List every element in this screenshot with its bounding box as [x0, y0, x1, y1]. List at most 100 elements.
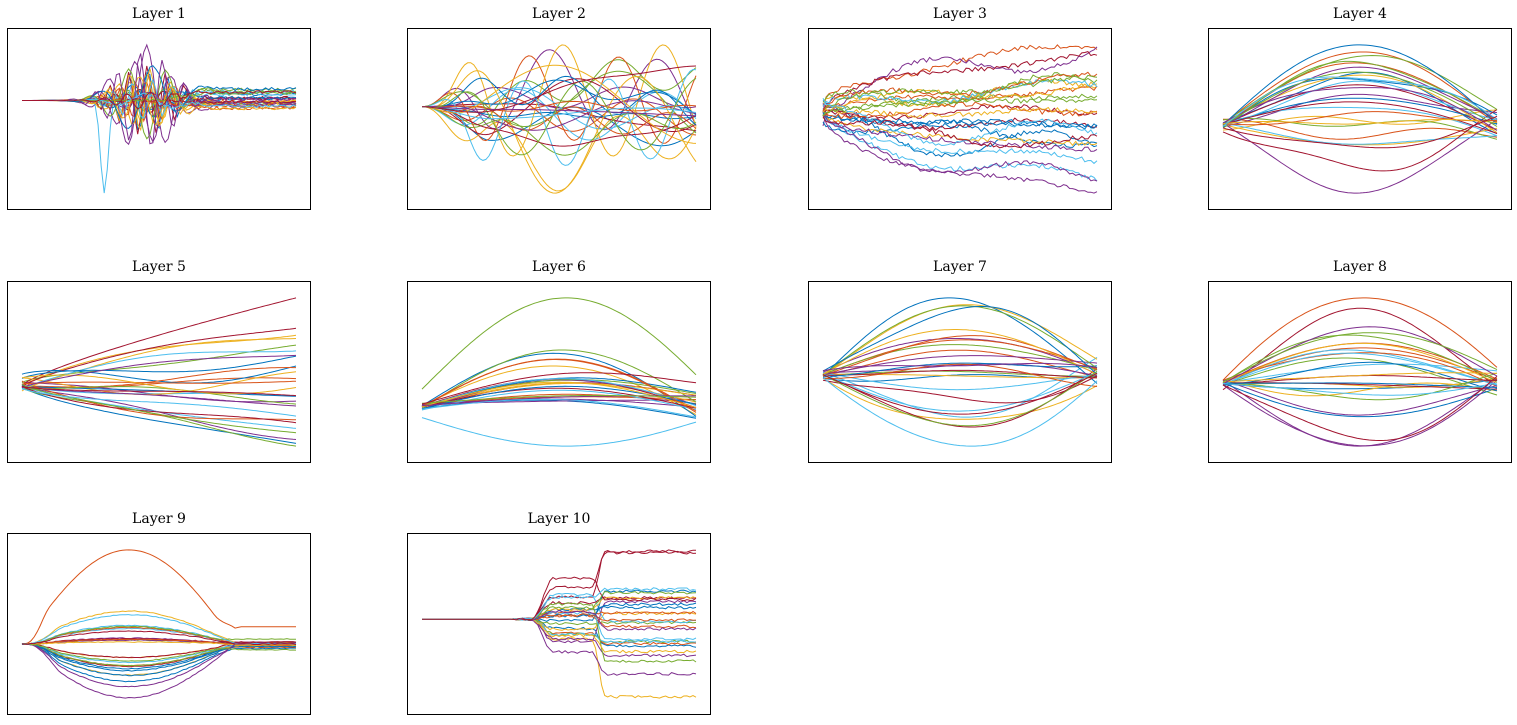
series-line: [822, 372, 1098, 391]
panel-title: Layer 10: [527, 511, 591, 527]
panel-title: Layer 4: [1333, 6, 1387, 22]
line-chart-svg: [808, 28, 1112, 210]
series-line: [21, 297, 297, 386]
series-line: [21, 371, 297, 395]
series-line: [421, 382, 697, 407]
series-line: [1222, 97, 1498, 126]
axes-frame: [7, 533, 311, 715]
series-line: [822, 106, 1098, 119]
line-chart-svg: [7, 28, 311, 210]
plot-area: [7, 281, 311, 463]
series-line: [822, 335, 1098, 376]
axes-frame: [1208, 281, 1512, 463]
series-line: [822, 329, 1098, 375]
series-line: [422, 79, 697, 116]
plot-area: [7, 533, 311, 715]
panel-layer-1: Layer 1: [7, 2, 311, 212]
series-line: [822, 103, 1098, 182]
series-line: [822, 362, 1098, 372]
series-line: [1222, 352, 1498, 386]
series-line: [1222, 332, 1498, 383]
series-line: [421, 378, 697, 408]
series-line: [1222, 109, 1498, 131]
plot-area: [407, 28, 711, 210]
series-line: [822, 111, 1098, 194]
series-line: [1222, 44, 1498, 126]
series-line: [1222, 376, 1498, 441]
panel-layer-6: Layer 6: [407, 255, 711, 465]
panel-title: Layer 7: [933, 259, 987, 275]
series-line: [822, 372, 1098, 415]
series-line: [21, 386, 297, 397]
axes-frame: [407, 28, 711, 210]
line-chart-svg: [1208, 281, 1512, 463]
series-line: [21, 354, 297, 389]
series-line: [1222, 71, 1498, 127]
panel-layer-4: Layer 4: [1208, 2, 1512, 212]
panel-layer-2: Layer 2: [407, 2, 711, 212]
series-line: [822, 51, 1098, 114]
plot-area: [407, 533, 711, 715]
line-chart-svg: [407, 28, 711, 210]
line-chart-svg: [7, 533, 311, 715]
series-line: [421, 106, 697, 120]
panel-layer-9: Layer 9: [7, 507, 311, 717]
series-line: [21, 643, 297, 683]
line-chart-svg: [7, 281, 311, 463]
series-line: [422, 596, 697, 621]
series-line: [1222, 297, 1498, 381]
series-line: [421, 44, 697, 157]
series-line: [1222, 117, 1498, 140]
line-chart-svg: [407, 281, 711, 463]
axes-frame: [808, 281, 1112, 463]
series-line: [1222, 115, 1498, 149]
series-line: [21, 630, 297, 645]
series-line: [421, 68, 697, 166]
series-line: [1222, 382, 1498, 396]
series-line: [1222, 361, 1498, 392]
axes-frame: [7, 28, 311, 210]
series-line: [421, 77, 697, 156]
axes-frame: [407, 533, 711, 715]
series-line: [822, 116, 1098, 149]
series-line: [422, 602, 697, 663]
series-line: [822, 306, 1098, 375]
series-line: [421, 55, 697, 144]
line-chart-svg: [808, 281, 1112, 463]
panel-title: Layer 9: [132, 511, 186, 527]
series-line: [1222, 349, 1498, 386]
series-line: [1222, 124, 1498, 146]
series-line: [822, 363, 1098, 377]
series-line: [822, 44, 1098, 113]
series-line: [21, 549, 296, 645]
series-line: [1222, 119, 1498, 125]
series-line: [822, 305, 1098, 376]
series-line: [21, 334, 297, 388]
series-line: [421, 349, 697, 410]
series-line: [1222, 352, 1498, 387]
series-line: [1222, 122, 1498, 145]
series-line: [1222, 379, 1498, 416]
series-line: [422, 75, 697, 126]
series-line: [1222, 382, 1498, 418]
series-line: [421, 395, 697, 404]
series-line: [21, 387, 297, 417]
plot-area: [808, 28, 1112, 210]
series-line: [422, 100, 697, 131]
series-line: [21, 367, 296, 388]
series-line: [822, 97, 1098, 147]
series-line: [21, 380, 297, 385]
series-line: [421, 106, 697, 156]
series-line: [822, 362, 1098, 378]
series-line: [21, 643, 297, 662]
axes-frame: [808, 28, 1112, 210]
plot-area: [1208, 28, 1512, 210]
plot-area: [1208, 281, 1512, 463]
line-chart-svg: [407, 533, 711, 715]
series-line: [822, 375, 1098, 404]
series-line: [421, 64, 697, 144]
series-line: [822, 344, 1098, 375]
series-line: [21, 385, 297, 444]
axes-frame: [407, 281, 711, 463]
series-line: [422, 549, 697, 621]
